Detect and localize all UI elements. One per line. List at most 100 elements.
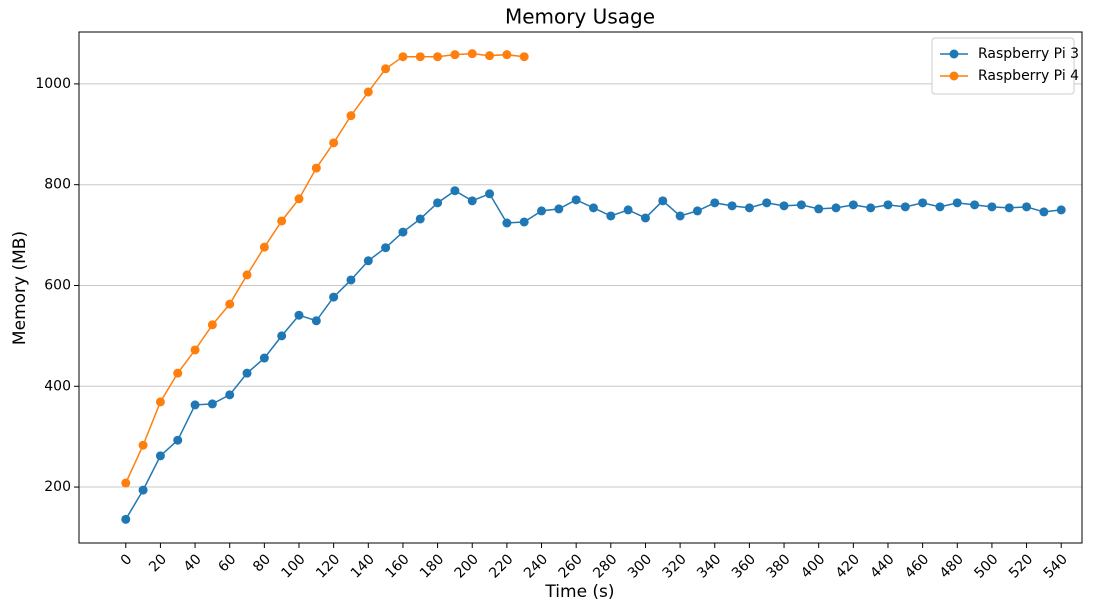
marker <box>848 200 858 210</box>
marker <box>433 198 443 208</box>
x-tick-label: 320 <box>660 551 690 581</box>
marker <box>155 397 165 407</box>
marker <box>952 198 962 208</box>
x-tick-label: 500 <box>971 551 1001 581</box>
y-tick-label: 1000 <box>35 76 71 92</box>
marker <box>329 292 339 302</box>
x-tick-label: 480 <box>937 551 967 581</box>
marker <box>242 270 252 280</box>
marker <box>831 203 841 213</box>
marker <box>398 52 408 62</box>
x-tick-label: 40 <box>181 551 205 575</box>
marker <box>225 390 235 400</box>
marker <box>571 195 581 205</box>
marker <box>294 194 304 204</box>
marker <box>1004 203 1014 213</box>
marker <box>346 111 356 121</box>
marker <box>121 478 131 488</box>
marker <box>242 368 252 378</box>
marker <box>1039 207 1049 217</box>
x-tick-label: 400 <box>798 551 828 581</box>
y-tick-label: 600 <box>44 277 71 293</box>
marker <box>485 51 495 61</box>
x-tick-label: 120 <box>313 551 343 581</box>
x-tick-label: 540 <box>1041 551 1071 581</box>
x-tick-label: 240 <box>521 551 551 581</box>
x-tick-label: 100 <box>278 551 308 581</box>
x-tick-label: 160 <box>382 551 412 581</box>
x-tick-label: 200 <box>452 551 482 581</box>
marker <box>779 201 789 211</box>
marker <box>121 514 131 524</box>
x-tick-label: 360 <box>729 551 759 581</box>
marker <box>294 310 304 320</box>
marker <box>935 202 945 212</box>
legend-box <box>931 37 1075 95</box>
x-tick-label: 260 <box>556 551 586 581</box>
marker <box>190 400 200 410</box>
marker <box>207 399 217 409</box>
x-tick-label: 220 <box>486 551 516 581</box>
marker <box>744 203 754 213</box>
x-tick-label: 180 <box>417 551 447 581</box>
marker <box>346 275 356 285</box>
marker <box>866 203 876 213</box>
marker <box>675 211 685 221</box>
marker <box>259 242 269 252</box>
marker <box>450 50 460 60</box>
marker <box>727 201 737 211</box>
x-tick-label: 280 <box>590 551 620 581</box>
marker <box>970 200 980 210</box>
x-tick-label: 460 <box>902 551 932 581</box>
marker <box>277 216 287 226</box>
x-tick-label: 440 <box>867 551 897 581</box>
marker <box>900 202 910 212</box>
y-tick-label: 400 <box>44 378 71 394</box>
marker <box>710 198 720 208</box>
marker <box>311 163 321 173</box>
marker <box>640 213 650 223</box>
legend-label: Raspberry Pi 3 <box>978 46 1079 62</box>
marker <box>259 353 269 363</box>
marker <box>796 200 806 210</box>
marker <box>537 206 547 216</box>
chart-title: Memory Usage <box>505 5 655 29</box>
marker <box>918 198 928 208</box>
marker <box>450 186 460 196</box>
x-tick-label: 420 <box>833 551 863 581</box>
legend-label: Raspberry Pi 4 <box>978 68 1079 84</box>
marker <box>190 345 200 355</box>
marker <box>467 49 477 59</box>
marker <box>415 214 425 224</box>
marker <box>225 299 235 309</box>
marker <box>138 440 148 450</box>
x-axis-label: Time (s) <box>544 582 614 602</box>
marker <box>415 52 425 62</box>
marker <box>467 196 477 206</box>
marker <box>502 218 512 228</box>
marker <box>1022 202 1032 212</box>
x-tick-label: 60 <box>215 551 239 575</box>
x-tick-label: 80 <box>250 551 274 575</box>
marker <box>502 50 512 60</box>
marker <box>363 87 373 97</box>
marker <box>381 64 391 74</box>
marker <box>381 243 391 253</box>
marker <box>433 52 443 62</box>
x-tick-label: 340 <box>694 551 724 581</box>
marker <box>519 217 529 227</box>
marker <box>554 204 564 214</box>
marker <box>762 198 772 208</box>
marker <box>623 205 633 215</box>
marker <box>588 203 598 213</box>
x-tick-label: 20 <box>146 551 170 575</box>
marker <box>658 196 668 206</box>
marker <box>138 485 148 495</box>
marker <box>606 211 616 221</box>
marker <box>814 204 824 214</box>
y-tick-label: 800 <box>44 177 71 193</box>
marker <box>398 227 408 237</box>
line <box>125 52 525 484</box>
marker <box>155 451 165 461</box>
